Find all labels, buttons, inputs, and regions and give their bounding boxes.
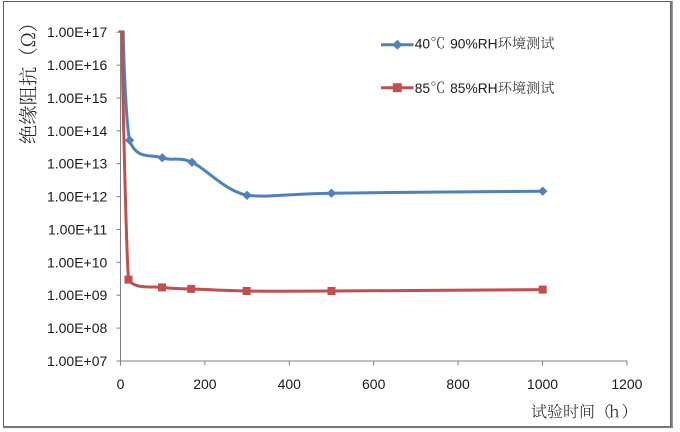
svg-text:85: 85 (415, 81, 431, 96)
svg-text:800: 800 (446, 376, 470, 392)
svg-text:0: 0 (117, 376, 125, 392)
svg-text:1.00E+07: 1.00E+07 (47, 353, 108, 369)
svg-text:1.00E+11: 1.00E+11 (48, 222, 108, 238)
svg-text:1.00E+16: 1.00E+16 (47, 57, 108, 73)
svg-text:90%RH: 90%RH (450, 36, 498, 51)
svg-text:1.00E+13: 1.00E+13 (47, 156, 108, 172)
svg-text:40: 40 (415, 36, 431, 51)
svg-text:1.00E+17: 1.00E+17 (47, 24, 108, 40)
svg-text:1.00E+09: 1.00E+09 (47, 287, 108, 303)
svg-text:1.00E+12: 1.00E+12 (47, 189, 108, 205)
svg-text:85%RH: 85%RH (450, 81, 498, 96)
svg-text:1.00E+08: 1.00E+08 (47, 320, 108, 336)
svg-text:1000: 1000 (527, 376, 558, 392)
svg-text:400: 400 (278, 376, 302, 392)
svg-text:1.00E+15: 1.00E+15 (47, 90, 108, 106)
svg-text:1.00E+10: 1.00E+10 (47, 254, 108, 270)
svg-text:200: 200 (193, 376, 217, 392)
svg-text:600: 600 (362, 376, 386, 392)
svg-text:1200: 1200 (611, 376, 642, 392)
svg-text:1.00E+14: 1.00E+14 (47, 123, 108, 139)
